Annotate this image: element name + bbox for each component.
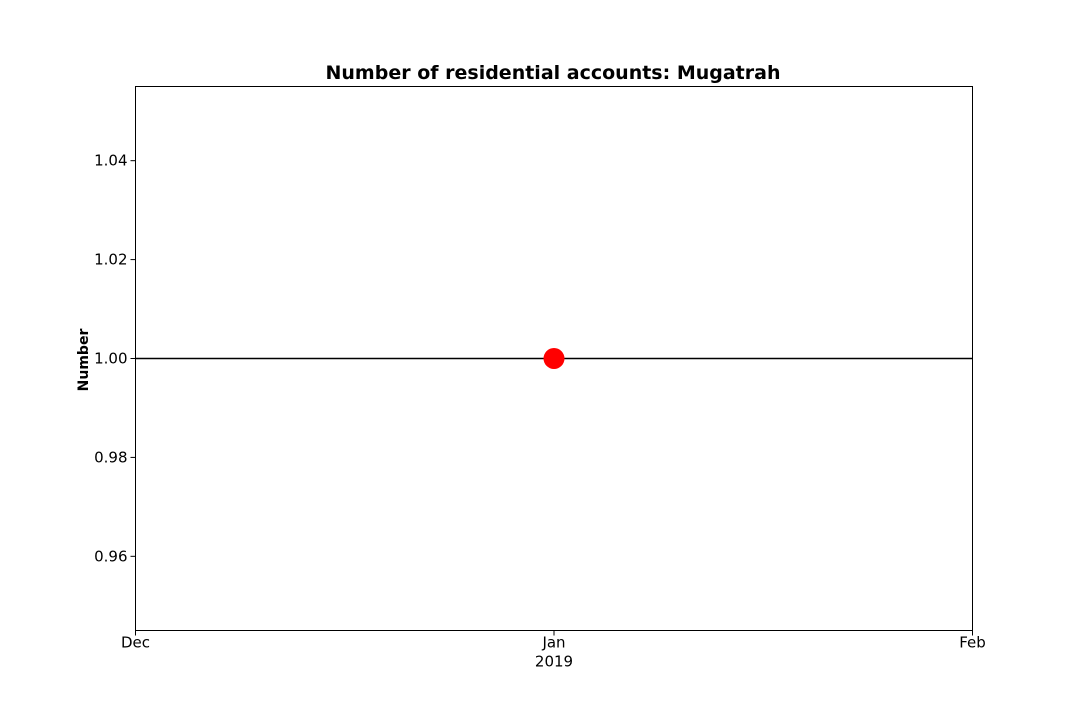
y-tick-label: 1.04 bbox=[94, 152, 127, 170]
x-tick-label: Jan bbox=[541, 634, 565, 652]
y-axis: 0.96 0.98 1.00 1.02 1.04 bbox=[94, 152, 136, 565]
plot-frame bbox=[135, 86, 973, 631]
y-tick-label: 0.98 bbox=[94, 448, 127, 466]
data-point bbox=[543, 348, 565, 369]
y-tick-label: 1.02 bbox=[94, 251, 127, 269]
x-tick-label: Dec bbox=[121, 634, 150, 652]
x-tick-sublabel: 2019 bbox=[535, 653, 573, 671]
x-tick-label: Feb bbox=[959, 634, 986, 652]
y-tick-label: 1.00 bbox=[94, 350, 127, 368]
plot-area bbox=[135, 348, 973, 369]
y-axis-label: Number bbox=[76, 329, 92, 392]
chart-title: Number of residential accounts: Mugatrah bbox=[326, 62, 781, 84]
y-tick-label: 0.96 bbox=[94, 547, 127, 565]
